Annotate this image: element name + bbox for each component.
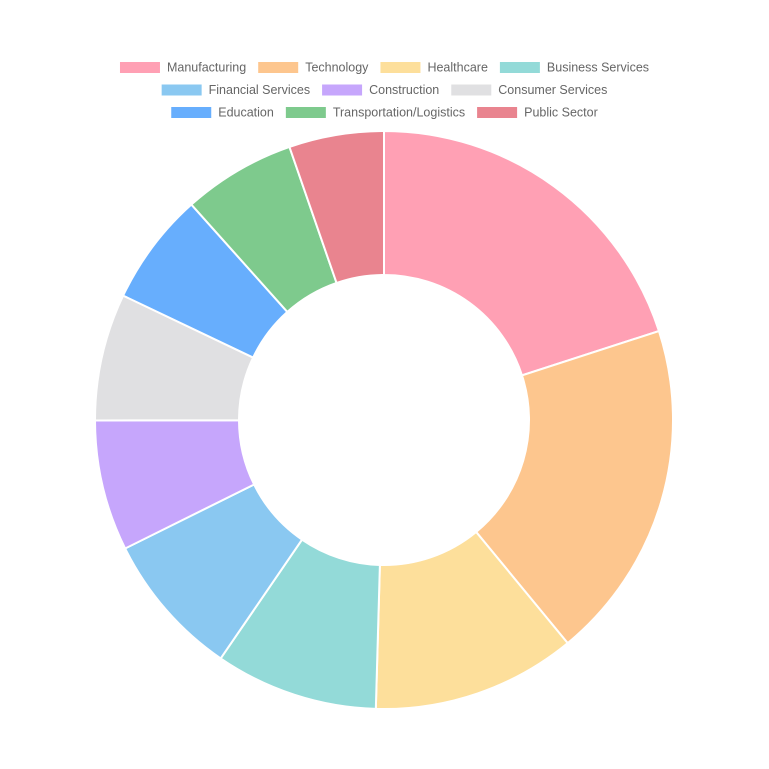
legend-label: Consumer Services [498, 83, 607, 97]
legend-swatch [258, 62, 299, 73]
legend-swatch [171, 107, 212, 118]
legend-swatch [161, 84, 202, 96]
slice [383, 129, 661, 377]
legend-swatch [499, 62, 540, 73]
legend-swatch [477, 107, 518, 118]
legend-item: Technology [258, 60, 369, 74]
legend-label: Financial Services [209, 83, 310, 97]
slice [288, 129, 385, 285]
legend-item: Business Services [499, 60, 649, 74]
legend-item: Healthcare [380, 60, 488, 74]
legend-label: Transportation/Logistics [333, 105, 465, 119]
legend-label: Public Sector [524, 105, 598, 119]
legend-item: Public Sector [477, 105, 598, 119]
legend-item: Manufacturing [119, 60, 246, 74]
legend-swatch [380, 62, 421, 73]
legend-label: Technology [305, 60, 369, 74]
legend-label: Manufacturing [167, 60, 246, 74]
legend-label: Healthcare [427, 60, 487, 74]
slice [474, 329, 674, 645]
legend-label: Construction [369, 83, 439, 97]
legend-item: Transportation/Logistics [285, 105, 465, 119]
legend-label: Education [218, 105, 274, 119]
legend-label: Business Services [547, 60, 649, 74]
legend-item: Financial Services [161, 83, 310, 97]
legend-item: Consumer Services [451, 83, 607, 97]
legend-item: Construction [322, 83, 439, 97]
legend-item: Education [171, 105, 274, 119]
legend-swatch [285, 107, 326, 118]
legend-swatch [322, 84, 363, 96]
legend-swatch [119, 62, 160, 73]
legend-swatch [451, 84, 492, 96]
